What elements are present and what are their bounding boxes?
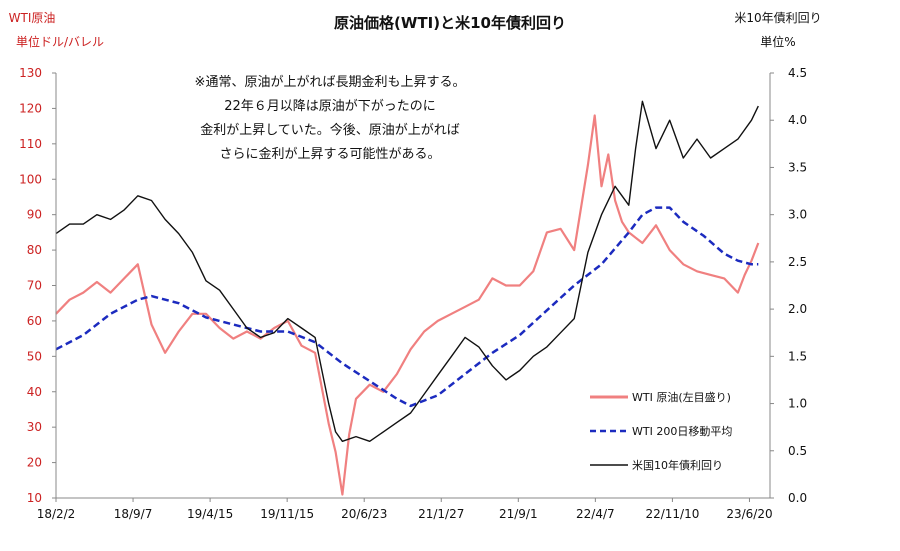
right-tick-label: 4.5 (788, 66, 807, 80)
right-axis-label-2: 単位% (760, 34, 795, 49)
x-tick-label: 18/2/2 (37, 507, 76, 521)
left-tick-label: 80 (27, 243, 42, 257)
left-tick-label: 30 (27, 420, 42, 434)
x-tick-label: 20/6/23 (341, 507, 387, 521)
x-tick-label: 23/6/20 (726, 507, 772, 521)
annotation-line-4: さらに金利が上昇する可能性がある。 (219, 146, 440, 162)
annotation-line-1: ※通常、原油が上がれば長期金利も上昇する。 (195, 74, 466, 90)
right-tick-label: 0.0 (788, 491, 807, 505)
right-tick-label: 0.5 (788, 444, 807, 458)
legend-label-yield: 米国10年債利回り (632, 458, 723, 472)
left-tick-label: 50 (27, 349, 42, 363)
annotation-line-3: 金利が上昇していた。今後、原油が上がれば (200, 122, 460, 138)
right-tick-label: 1.5 (788, 349, 807, 363)
x-tick-label: 18/9/7 (114, 507, 153, 521)
right-tick-label: 3.0 (788, 208, 807, 222)
chart-frame: 130 120 110 100 90 80 70 60 50 40 30 20 10 4.5 4.0 3.5 3… (19, 66, 807, 521)
series-wti-line (55, 114, 760, 496)
right-tick-label: 2.0 (788, 302, 807, 316)
left-tick-label: 110 (19, 137, 42, 151)
left-tick-label: 100 (19, 172, 42, 186)
left-axis-label-2: 単位ドル/バレル (16, 34, 104, 49)
right-tick-label: 2.5 (788, 255, 807, 269)
chart-marks (55, 100, 760, 496)
legend: WTI 原油(左目盛り) WTI 200日移動平均 米国10年債利回り (590, 390, 732, 472)
legend-label-wti: WTI 原油(左目盛り) (632, 390, 731, 404)
chart-title: 原油価格(WTI)と米10年債利回り (334, 14, 566, 32)
series-ma200-line (55, 206, 759, 408)
x-tick-label: 22/11/10 (645, 507, 699, 521)
right-tick-label: 1.0 (788, 397, 807, 411)
right-tick-label: 4.0 (788, 113, 807, 127)
left-tick-label: 120 (19, 101, 42, 115)
left-tick-label: 130 (19, 66, 42, 80)
left-axis-label-1: WTI原油 (9, 11, 56, 25)
legend-label-ma: WTI 200日移動平均 (632, 424, 732, 438)
annotation-line-2: 22年６月以降は原油が下がったのに (224, 99, 436, 114)
x-tick-label: 19/11/15 (260, 507, 314, 521)
left-tick-label: 20 (27, 456, 42, 470)
left-tick-label: 10 (27, 491, 42, 505)
left-tick-label: 90 (27, 208, 42, 222)
left-tick-label: 60 (27, 314, 42, 328)
left-tick-label: 70 (27, 279, 42, 293)
right-axis-label-1: 米10年債利回り (734, 10, 821, 25)
left-tick-label: 40 (27, 385, 42, 399)
right-tick-label: 3.5 (788, 160, 807, 174)
x-tick-label: 19/4/15 (187, 507, 233, 521)
x-tick-label: 21/9/1 (499, 507, 538, 521)
series-yield-line (55, 100, 759, 442)
x-tick-label: 22/4/7 (576, 507, 615, 521)
x-tick-label: 21/1/27 (418, 507, 464, 521)
